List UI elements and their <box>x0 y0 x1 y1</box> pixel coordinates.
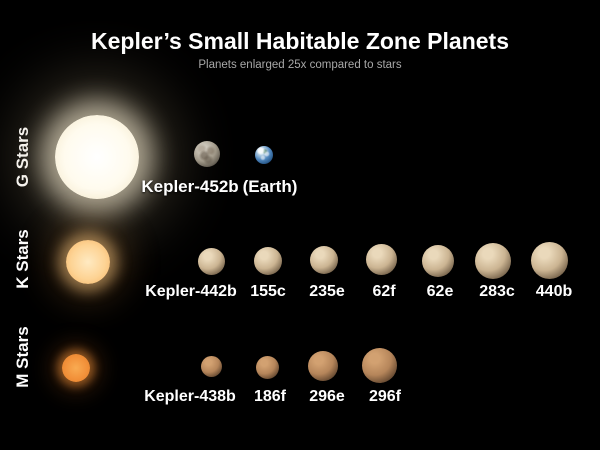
planet-kepler-442b-icon <box>197 247 225 275</box>
planet-label-440b: 440b <box>535 283 573 300</box>
planet-283c-icon <box>475 243 511 279</box>
planet-label-296e: 296e <box>309 388 345 405</box>
k-star-icon <box>66 240 110 284</box>
m-star-icon <box>62 354 90 382</box>
planet-label-earth: (Earth) <box>242 177 298 196</box>
row-label-m-stars: M Stars <box>13 326 32 388</box>
planet-label-kepler-452b: Kepler-452b <box>141 177 239 196</box>
planet-155c-icon <box>254 247 282 275</box>
planet-kepler-452b-icon <box>194 141 220 167</box>
planet-62f-icon <box>365 243 397 275</box>
g-star-icon <box>55 115 139 199</box>
planet-earth-icon <box>255 146 273 164</box>
planet-label-283c: 283c <box>479 283 515 300</box>
planet-label-296f: 296f <box>368 388 402 405</box>
page-subtitle: Planets enlarged 25x compared to stars <box>198 59 402 71</box>
planet-label-155c: 155c <box>250 283 286 300</box>
planet-label-kepler-442b: Kepler-442b <box>145 283 237 300</box>
planet-kepler-438b-icon <box>200 355 222 377</box>
page-title: Kepler’s Small Habitable Zone Planets <box>91 28 509 54</box>
planet-235e-icon <box>310 246 338 274</box>
planet-label-186f: 186f <box>253 388 287 405</box>
planet-label-62e: 62e <box>426 283 454 300</box>
planet-label-62f: 62f <box>372 283 396 300</box>
planet-440b-icon <box>530 241 568 279</box>
planet-62e-icon <box>422 245 454 277</box>
planet-186f-icon <box>255 355 279 379</box>
planet-296f-icon <box>361 347 397 383</box>
planet-label-235e: 235e <box>309 283 345 300</box>
planet-296e-icon <box>308 351 338 381</box>
planet-label-kepler-438b: Kepler-438b <box>144 388 236 405</box>
